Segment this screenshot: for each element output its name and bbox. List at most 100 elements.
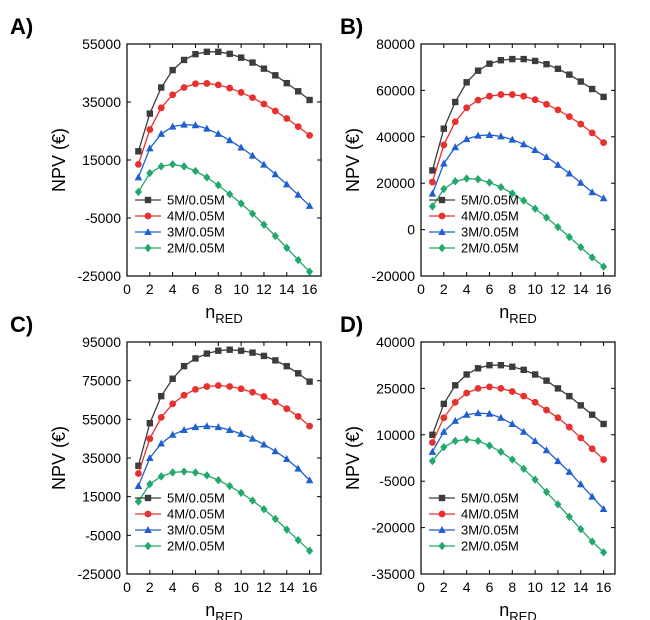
data-point [565, 113, 573, 121]
legend-label: 3M/0.05M [167, 225, 225, 240]
data-point [429, 178, 436, 186]
data-point [305, 267, 314, 276]
data-point [554, 106, 562, 114]
y-tick-label: -5000 [85, 527, 121, 543]
data-point [452, 382, 459, 389]
data-point [542, 213, 551, 222]
data-point [565, 512, 573, 521]
data-point [260, 220, 268, 229]
x-tick-label: 12 [256, 281, 272, 297]
series-line [431, 364, 604, 436]
data-point [271, 398, 279, 406]
data-point [226, 190, 234, 199]
data-point [463, 174, 471, 183]
x-axis-label: nRED [205, 302, 242, 326]
data-point [599, 194, 608, 202]
data-point [135, 160, 142, 168]
data-point [203, 48, 211, 56]
data-point [463, 104, 471, 112]
data-point [508, 455, 516, 464]
data-point [554, 65, 562, 73]
data-point [180, 425, 188, 433]
x-tick-label: 16 [302, 579, 318, 595]
legend-label: 3M/0.05M [461, 523, 519, 538]
data-point [543, 100, 550, 108]
data-point [169, 400, 177, 408]
data-point [146, 420, 154, 427]
x-tick-label: 8 [508, 281, 516, 297]
data-point [428, 447, 437, 455]
data-point [509, 363, 516, 370]
data-point [134, 497, 143, 506]
data-point [135, 470, 142, 477]
y-tick-label: 0 [407, 222, 415, 238]
data-point [249, 94, 256, 102]
data-point [520, 392, 528, 400]
data-point [463, 389, 471, 397]
series-line [137, 82, 310, 165]
y-tick-label: -20000 [371, 520, 415, 536]
series-line [431, 58, 604, 171]
data-point [306, 378, 313, 385]
legend-marker [144, 196, 152, 204]
data-point [565, 232, 573, 242]
series-2M/0.05M [134, 467, 314, 555]
series-line [137, 425, 311, 487]
y-tick-label: 10000 [376, 427, 415, 443]
series-2M/0.05M [428, 174, 608, 271]
data-point [600, 456, 607, 463]
data-point [225, 425, 234, 433]
data-point [146, 435, 154, 443]
data-point [577, 78, 584, 85]
series-4M/0.05M [135, 80, 313, 168]
legend-marker [438, 526, 446, 533]
data-point [260, 505, 268, 514]
data-point [157, 129, 166, 137]
y-tick-label: 15000 [82, 152, 121, 168]
data-point [576, 480, 585, 488]
data-point [554, 160, 562, 168]
data-point [168, 430, 177, 438]
data-point [226, 50, 233, 58]
data-point [306, 422, 313, 430]
chart-panel-2: B)0 2 4 6 8 10 12 14 16-200000200004000060000800… [340, 14, 616, 326]
data-point [146, 110, 154, 117]
data-point [203, 173, 211, 182]
data-point [497, 362, 505, 369]
y-tick-label: -35000 [371, 566, 415, 582]
x-tick-label: 14 [279, 281, 295, 297]
data-point [215, 347, 222, 354]
data-point [474, 409, 482, 417]
data-point [260, 393, 268, 400]
data-point [294, 535, 302, 545]
series-line [137, 349, 310, 466]
data-point [566, 71, 573, 78]
data-point [474, 131, 482, 139]
data-point [294, 190, 302, 198]
data-point [191, 166, 200, 176]
y-tick-label: -25000 [77, 566, 121, 582]
data-point [508, 419, 517, 427]
y-tick-label: 40000 [376, 129, 415, 145]
data-point [520, 464, 528, 474]
data-point [519, 140, 528, 148]
legend-label: 4M/0.05M [461, 209, 519, 224]
legend-label: 5M/0.05M [167, 193, 225, 208]
series-line [431, 93, 605, 183]
data-point [440, 427, 448, 435]
data-point [428, 456, 437, 466]
x-tick-label: 16 [596, 579, 612, 595]
data-point [440, 400, 448, 408]
data-point [440, 159, 448, 167]
data-point [588, 85, 596, 93]
data-point [474, 365, 482, 372]
data-point [429, 167, 436, 174]
data-point [428, 189, 437, 197]
data-point [599, 548, 608, 557]
y-tick-label: 60000 [376, 82, 415, 98]
data-point [225, 136, 234, 144]
data-point [180, 84, 188, 91]
